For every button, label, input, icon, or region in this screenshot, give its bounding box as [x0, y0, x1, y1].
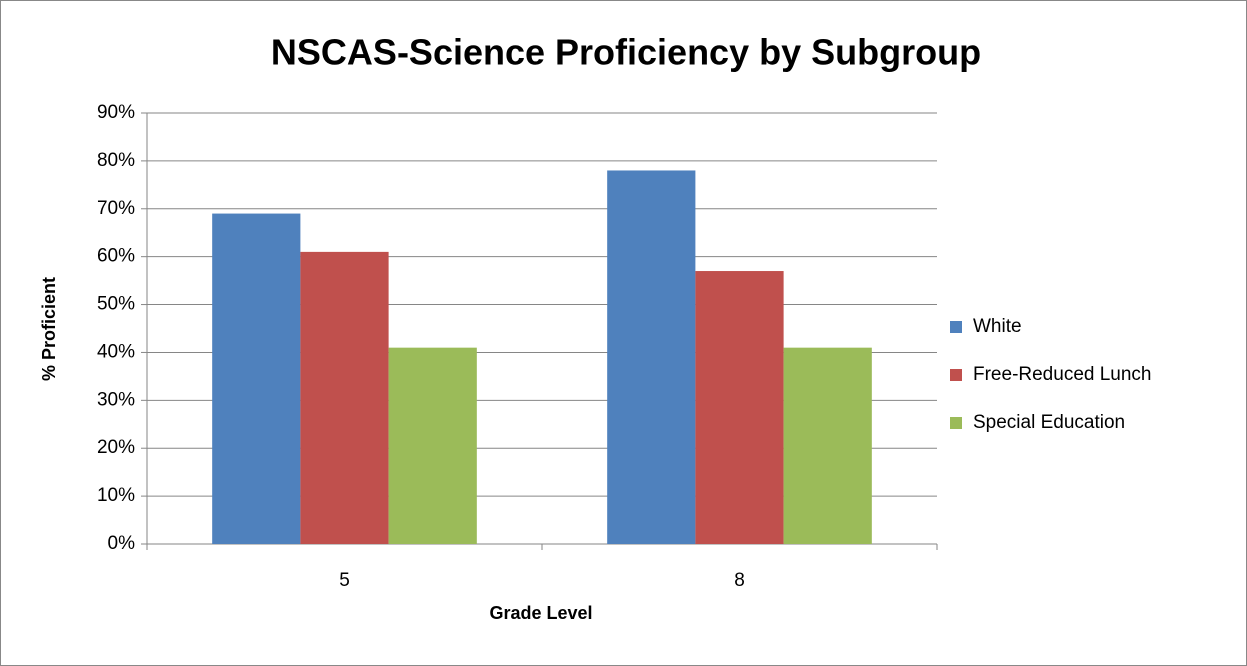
- bar: [212, 213, 301, 545]
- y-tick-label: 30%: [97, 389, 135, 410]
- y-tick-label: 40%: [97, 341, 135, 362]
- bar: [300, 251, 389, 544]
- x-axis-title: Grade Level: [489, 603, 592, 623]
- y-tick-label: 10%: [97, 485, 135, 506]
- y-tick-label: 20%: [97, 437, 135, 458]
- x-tick-label: 8: [734, 570, 745, 591]
- bar: [388, 347, 477, 544]
- legend-swatch: [950, 369, 962, 381]
- bar: [695, 271, 784, 544]
- chart-title: NSCAS-Science Proficiency by Subgroup: [271, 32, 981, 73]
- legend-label: Free-Reduced Lunch: [973, 364, 1152, 385]
- legend-label: White: [973, 316, 1022, 337]
- legend-swatch: [950, 321, 962, 333]
- y-axis-title: % Proficient: [39, 277, 59, 381]
- bar: [607, 170, 696, 544]
- y-tick-label: 90%: [97, 102, 135, 123]
- x-tick-label: 5: [339, 570, 350, 591]
- y-tick-label: 80%: [97, 150, 135, 171]
- legend-label: Special Education: [973, 412, 1125, 433]
- legend-swatch: [950, 417, 962, 429]
- bar: [783, 347, 872, 544]
- y-tick-label: 50%: [97, 294, 135, 315]
- y-tick-label: 60%: [97, 246, 135, 267]
- y-tick-label: 70%: [97, 198, 135, 219]
- y-tick-label: 0%: [108, 533, 136, 554]
